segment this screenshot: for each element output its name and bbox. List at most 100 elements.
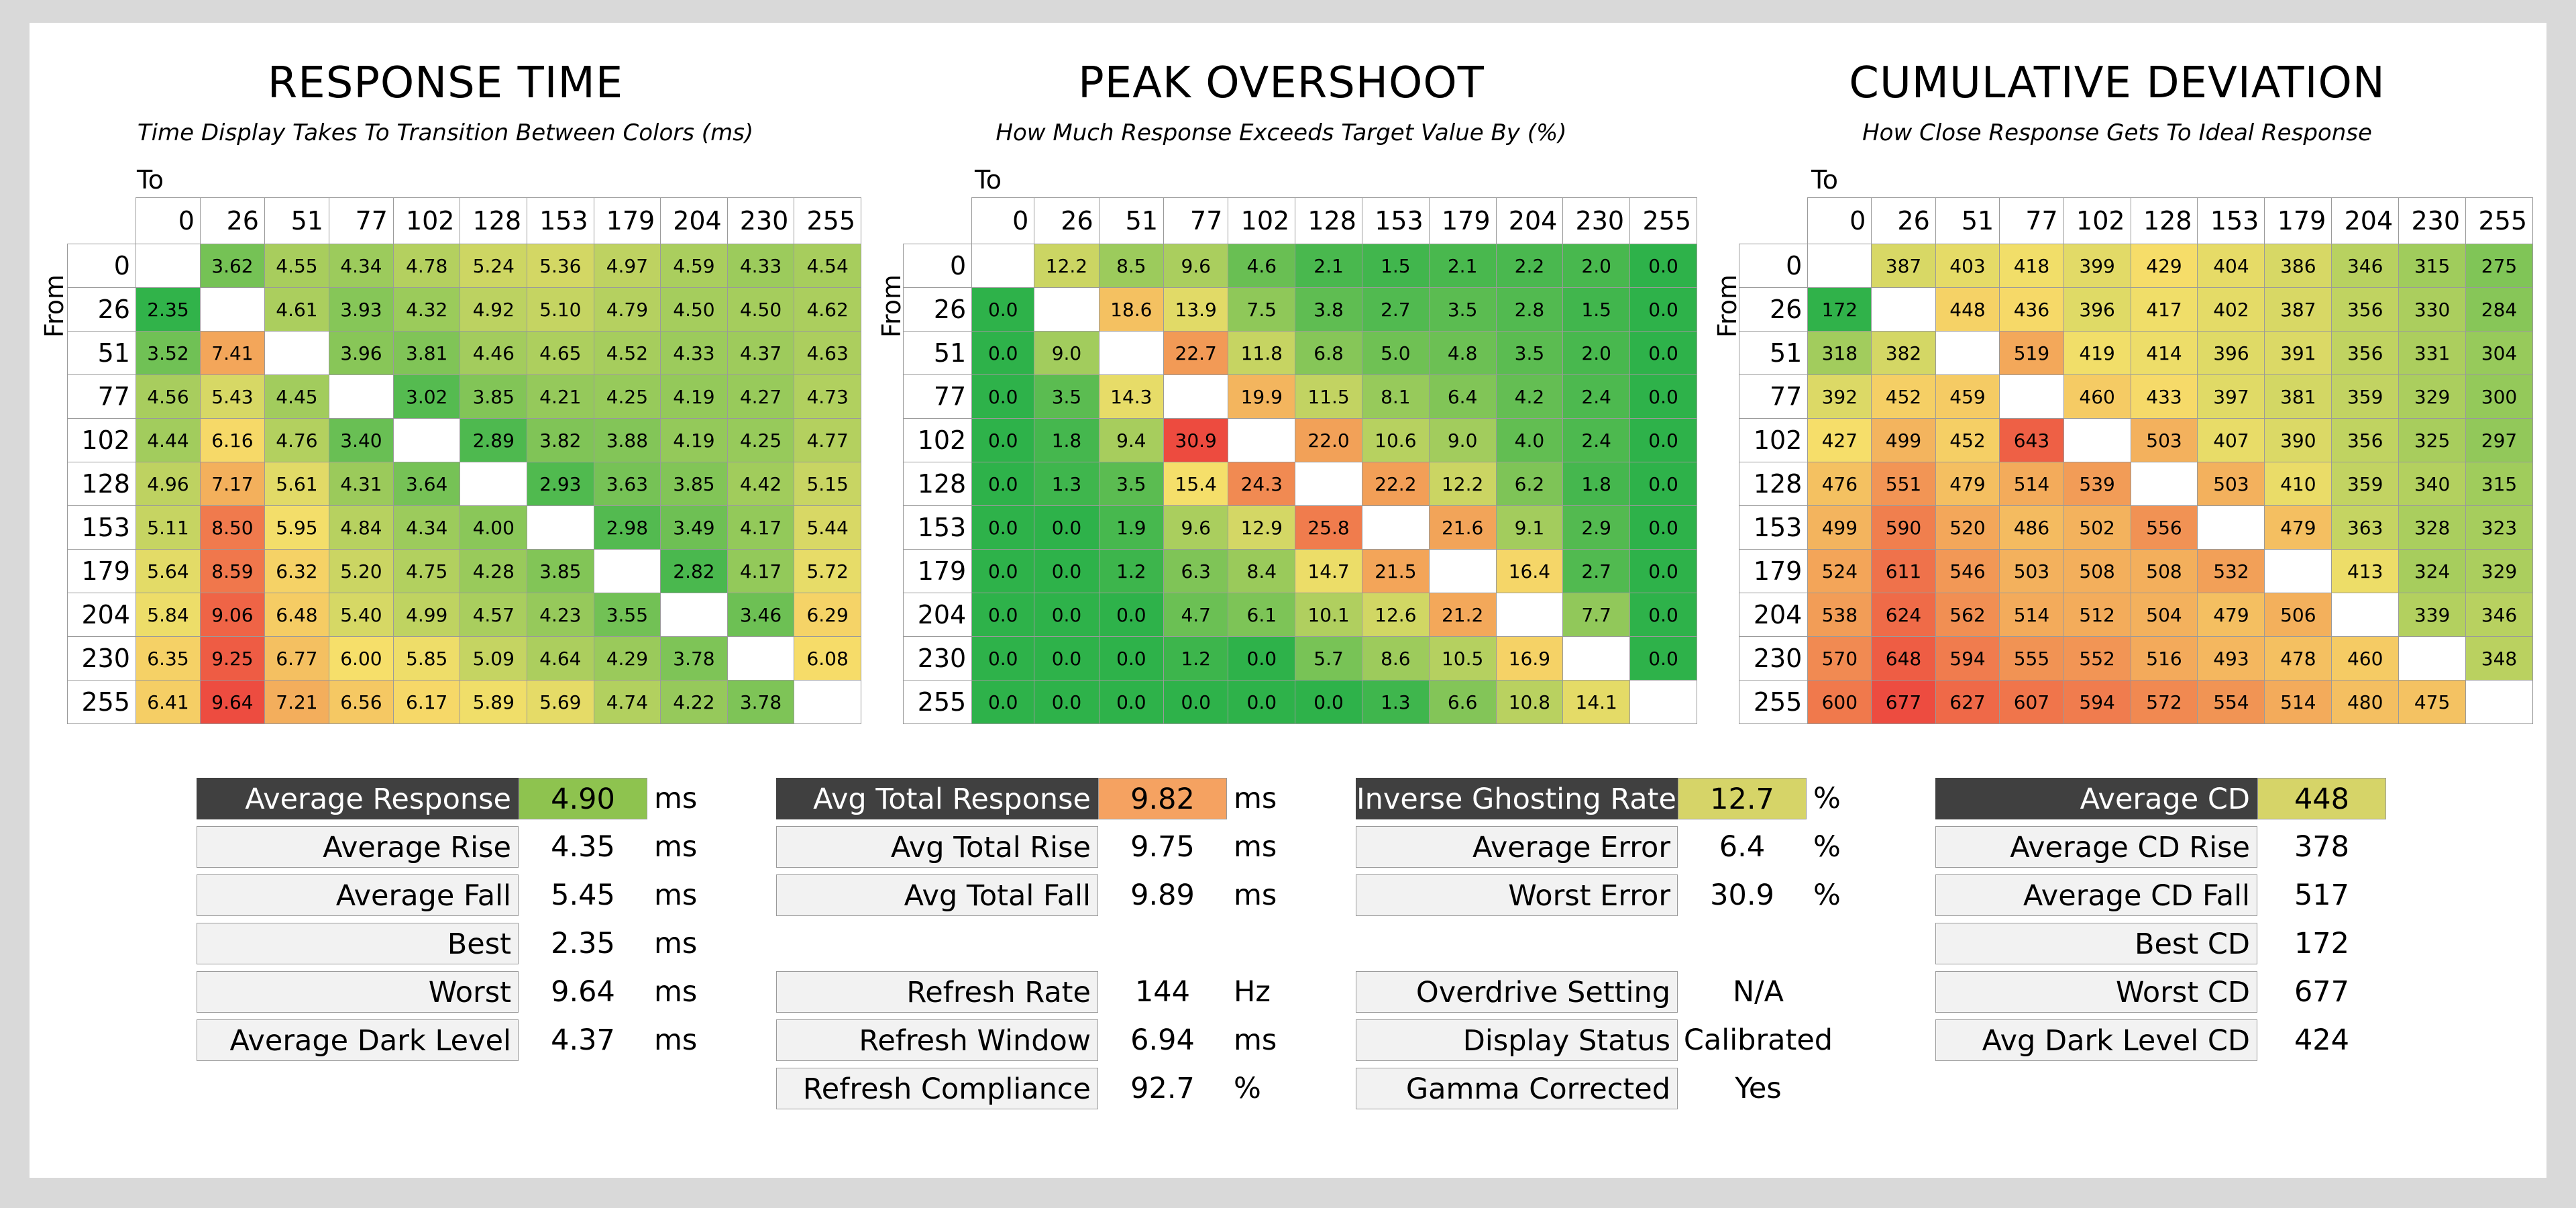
heatmap-cell: 532: [2197, 549, 2265, 593]
heatmap-cell: 356: [2331, 418, 2400, 462]
summary-value: 9.82: [1098, 778, 1227, 819]
summary-value: 172: [2294, 927, 2350, 960]
heatmap-cell: 0.0: [971, 505, 1035, 550]
heatmap-cell: 5.72: [794, 549, 861, 593]
heatmap-cell: 5.44: [794, 505, 861, 550]
heatmap-cell: [1295, 462, 1362, 506]
heatmap-cell: 0.0: [971, 549, 1035, 593]
heatmap-cell: 414: [2130, 331, 2198, 375]
heatmap-cell: 519: [1999, 331, 2064, 375]
y-tick-label: 255: [1738, 680, 1809, 724]
heatmap-row: 51 3.52 7.41 3.96 3.81 4.46 4.65 4.52 4.33 4.37 4.…: [67, 331, 861, 375]
heatmap-cell: 506: [2264, 593, 2332, 637]
heatmap-cell: 417: [2130, 287, 2198, 332]
heatmap-row: 0 387 403 418 399 429 404 386 346 315 275: [1738, 244, 2533, 288]
heatmap-cell: 4.00: [460, 505, 528, 550]
heatmap-cell: 677: [1871, 680, 1936, 724]
summary-unit: ms: [654, 975, 698, 1009]
heatmap-row: 230 0.0 0.0 0.0 1.2 0.0 5.7 8.6 10.5 16.9 0.0: [902, 636, 1697, 681]
summary-unit: ms: [654, 927, 698, 960]
x-axis-label: To: [137, 165, 164, 195]
heatmap-cell: 392: [1807, 374, 1872, 419]
heatmap-cell: 403: [1935, 244, 2000, 288]
heatmap-cell: 3.5: [1495, 331, 1564, 375]
chart-title: RESPONSE TIME: [267, 58, 624, 108]
heatmap-cell: [1999, 374, 2064, 419]
heatmap-cell: 5.89: [460, 680, 528, 724]
results-card: RESPONSE TIME Time Display Takes To Tran…: [30, 23, 2546, 1178]
heatmap-cell: 0.0: [1034, 593, 1099, 637]
heatmap-cell: [2264, 549, 2332, 593]
heatmap-cell: 5.7: [1295, 636, 1362, 681]
heatmap-cell: 346: [2465, 593, 2533, 637]
heatmap-row: 102 4.44 6.16 4.76 3.40 2.89 3.82 3.88 4.19 4.25 4…: [67, 418, 861, 462]
summary-row: Refresh Rate 144 Hz: [776, 971, 1321, 1014]
heatmap-cell: 590: [1871, 505, 1936, 550]
heatmap-row: 255 6.41 9.64 7.21 6.56 6.17 5.89 5.69 4.74 4.22 3…: [67, 680, 861, 724]
y-tick-label: 153: [67, 505, 136, 550]
heatmap-row: 102 0.0 1.8 9.4 30.9 22.0 10.6 9.0 4.0 2.4 0.0: [902, 418, 1697, 462]
heatmap-cell: 4.57: [460, 593, 528, 637]
summary-value: 677: [2294, 975, 2350, 1009]
summary-unit: ms: [1234, 782, 1277, 815]
heatmap-cell: 516: [2130, 636, 2198, 681]
heatmap-cell: 4.52: [593, 331, 661, 375]
heatmap-cell: 5.0: [1361, 331, 1430, 375]
y-tick-label: 204: [67, 593, 136, 637]
summary-row: Display Status Calibrated: [1356, 1019, 1933, 1062]
heatmap-cell: [135, 244, 201, 288]
heatmap-cell: 2.9: [1562, 505, 1631, 550]
x-tick-label: 102: [1228, 197, 1296, 244]
summary-label: Average Dark Level: [197, 1019, 519, 1061]
heatmap-cell: 3.85: [460, 374, 528, 419]
heatmap-cell: 0.0: [971, 331, 1035, 375]
heatmap-cell: 5.09: [460, 636, 528, 681]
heatmap-cell: 19.9: [1228, 374, 1296, 419]
summary-label: Best: [197, 923, 519, 964]
heatmap-cell: 399: [2063, 244, 2131, 288]
heatmap-cell: 407: [2197, 418, 2265, 462]
heatmap-cell: 3.88: [593, 418, 661, 462]
heatmap-cell: 452: [1871, 374, 1936, 419]
y-tick-label: 255: [67, 680, 136, 724]
y-tick-label: 26: [1738, 287, 1809, 332]
heatmap-cell: 524: [1807, 549, 1872, 593]
heatmap-cell: 5.20: [328, 549, 394, 593]
heatmap-cell: 2.82: [660, 549, 728, 593]
heatmap-cell: 11.8: [1228, 331, 1296, 375]
y-tick-label: 0: [902, 244, 973, 288]
heatmap-cell: 600: [1807, 680, 1872, 724]
heatmap-cell: 323: [2465, 505, 2533, 550]
y-tick-label: 153: [1738, 505, 1809, 550]
summary-label: Refresh Window: [776, 1019, 1098, 1061]
x-tick-label: 77: [1163, 197, 1229, 244]
heatmap-cell: 499: [1807, 505, 1872, 550]
heatmap-cell: 0.0: [1629, 505, 1697, 550]
heatmap-cell: 304: [2465, 331, 2533, 375]
summary-label: Inverse Ghosting Rate: [1356, 778, 1678, 819]
x-tick-label: 179: [593, 197, 661, 244]
heatmap-cell: 24.3: [1228, 462, 1296, 506]
heatmap-cell: 1.2: [1163, 636, 1229, 681]
heatmap-cell: 9.0: [1428, 418, 1497, 462]
heatmap-cell: 2.2: [1495, 244, 1564, 288]
summary-value: 5.45: [551, 878, 615, 912]
summary-label: Avg Total Response: [776, 778, 1098, 819]
heatmap-cell: 476: [1807, 462, 1872, 506]
summary-unit: ms: [654, 830, 698, 864]
x-tick-label: 0: [135, 197, 201, 244]
y-tick-label: 51: [902, 331, 973, 375]
heatmap-cell: 572: [2130, 680, 2198, 724]
y-axis-label: From: [877, 274, 907, 338]
heatmap-cell: 486: [1999, 505, 2064, 550]
heatmap-cell: 2.4: [1562, 374, 1631, 419]
y-tick-label: 51: [67, 331, 136, 375]
heatmap-cell: 4.97: [593, 244, 661, 288]
heatmap-cell: 4.64: [527, 636, 594, 681]
summary-label: Average CD Fall: [1935, 874, 2257, 916]
heatmap-cell: [660, 593, 728, 637]
heatmap-cell: 4.50: [727, 287, 795, 332]
heatmap-cell: [1098, 331, 1165, 375]
y-tick-label: 128: [1738, 462, 1809, 506]
heatmap-cell: 6.1: [1228, 593, 1296, 637]
